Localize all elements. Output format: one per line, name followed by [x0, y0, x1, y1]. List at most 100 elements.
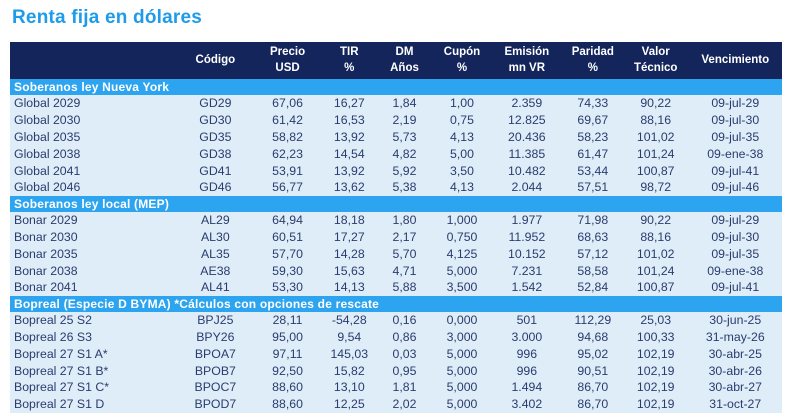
cell-paridad: 74,33 [562, 95, 623, 112]
cell-vencimiento: 30-jun-25 [688, 311, 782, 329]
cell-vencimiento: 09-ene-38 [688, 145, 782, 163]
cell-vencimiento: 09-jul-41 [688, 162, 782, 179]
cell-emision: 996 [490, 362, 563, 379]
cell-vencimiento: 30-abr-25 [688, 345, 782, 363]
column-header-valor: Valor Técnico [622, 42, 689, 79]
cell-dm: 5,38 [375, 178, 434, 196]
cell-valor: 98,72 [622, 178, 689, 196]
cell-emision: 11.952 [490, 228, 563, 246]
cell-paridad: 90,51 [562, 362, 623, 379]
cell-name: Bopreal 27 S1 A* [10, 345, 179, 363]
table-row: Bopreal 25 S2 BPJ25 28,11 -54,28 0,16 0,000 50… [10, 311, 782, 329]
cell-valor: 100,87 [622, 162, 689, 179]
column-header-precio: Precio USD [252, 42, 323, 79]
table-row: Global 2041 GD41 53,91 13,92 5,92 3,50 10.482 5… [10, 162, 782, 179]
cell-paridad: 57,12 [562, 245, 623, 263]
column-header-dm: DM Años [375, 42, 434, 79]
cell-codigo: BPOD7 [178, 395, 253, 413]
cell-emision: 10.482 [490, 162, 563, 179]
cell-emision: 20.436 [490, 128, 563, 146]
cell-valor: 100,87 [622, 278, 689, 296]
cell-name: Global 2038 [10, 145, 179, 163]
cell-name: Bopreal 27 S1 B* [10, 362, 179, 379]
cell-vencimiento: 09-jul-41 [688, 278, 782, 296]
cell-cupon: 5,00 [433, 145, 491, 163]
cell-tir: 12,25 [322, 395, 376, 413]
cell-dm: 0,86 [375, 328, 434, 346]
cell-cupon: 0,750 [433, 228, 491, 246]
cell-precio: 53,91 [252, 162, 323, 179]
cell-name: Global 2030 [10, 111, 179, 129]
cell-valor: 101,24 [622, 262, 689, 279]
cell-cupon: 4,13 [433, 128, 491, 146]
cell-codigo: BPJ25 [178, 311, 253, 329]
cell-valor: 88,16 [622, 228, 689, 246]
cell-tir: 13,92 [322, 128, 376, 146]
cell-cupon: 1,00 [433, 95, 491, 112]
cell-precio: 97,11 [252, 345, 323, 363]
cell-dm: 5,88 [375, 278, 434, 296]
cell-name: Bopreal 27 S1 C* [10, 378, 179, 396]
section-header-label: Soberanos ley local (MEP) [10, 195, 782, 212]
cell-emision: 2.359 [490, 95, 563, 112]
cell-vencimiento: 09-jul-29 [688, 95, 782, 112]
section-header-row: Soberanos ley Nueva York [10, 79, 782, 95]
column-header-paridad: Paridad% [562, 42, 623, 79]
cell-paridad: 58,58 [562, 262, 623, 279]
cell-cupon: 3,500 [433, 278, 491, 296]
cell-codigo: AL30 [178, 228, 253, 246]
cell-valor: 101,02 [622, 128, 689, 146]
cell-emision: 12.825 [490, 111, 563, 129]
cell-cupon: 4,13 [433, 178, 491, 196]
cell-tir: 16,27 [322, 95, 376, 112]
section-header-row: Bopreal (Especie D BYMA) *Cálculos con o… [10, 295, 782, 312]
cell-valor: 101,02 [622, 245, 689, 263]
cell-vencimiento: 09-jul-35 [688, 245, 782, 263]
cell-valor: 102,19 [622, 378, 689, 396]
cell-vencimiento: 09-jul-30 [688, 111, 782, 129]
cell-codigo: BPOB7 [178, 362, 253, 379]
table-row: Bopreal 27 S1 C* BPOC7 88,60 13,10 1,81 5,000… [10, 378, 782, 396]
cell-paridad: 86,70 [562, 395, 623, 413]
cell-valor: 100,33 [622, 328, 689, 346]
cell-precio: 56,77 [252, 178, 323, 196]
cell-precio: 64,94 [252, 211, 323, 229]
cell-name: Bonar 2029 [10, 211, 179, 229]
column-header-cupon: Cupón% [433, 42, 491, 79]
cell-vencimiento: 09-jul-30 [688, 228, 782, 246]
cell-precio: 92,50 [252, 362, 323, 379]
cell-emision: 10.152 [490, 245, 563, 263]
table-row: Bonar 2038 AE38 59,30 15,63 4,71 5,000 7.231 58… [10, 262, 782, 279]
table-row: Bopreal 27 S1 A* BPOA7 97,11 145,03 0,03 5,00… [10, 345, 782, 363]
cell-codigo: AL41 [178, 278, 253, 296]
table-row: Global 2029 GD29 67,06 16,27 1,84 1,00 2.359 74… [10, 95, 782, 112]
cell-paridad: 86,70 [562, 378, 623, 396]
cell-valor: 102,19 [622, 395, 689, 413]
cell-cupon: 4,125 [433, 245, 491, 263]
section-header-label: Bopreal (Especie D BYMA) *Cálculos con o… [10, 295, 782, 312]
cell-valor: 90,22 [622, 211, 689, 229]
table-row: Bonar 2030 AL30 60,51 17,27 2,17 0,750 11.952 6… [10, 228, 782, 246]
cell-codigo: BPY26 [178, 328, 253, 346]
cell-tir: 14,13 [322, 278, 376, 296]
cell-tir: 15,63 [322, 262, 376, 279]
cell-cupon: 5,000 [433, 395, 491, 413]
cell-cupon: 3,000 [433, 328, 491, 346]
cell-tir: 13,62 [322, 178, 376, 196]
cell-vencimiento: 09-ene-38 [688, 262, 782, 279]
cell-vencimiento: 31-oct-27 [688, 395, 782, 413]
cell-paridad: 68,63 [562, 228, 623, 246]
column-header-tir: TIR% [322, 42, 376, 79]
table-row: Bonar 2035 AL35 57,70 14,28 5,70 4,125 10.152 5… [10, 245, 782, 263]
cell-valor: 101,24 [622, 145, 689, 163]
cell-name: Global 2041 [10, 162, 179, 179]
table-row: Bonar 2041 AL41 53,30 14,13 5,88 3,500 1.542 52… [10, 278, 782, 296]
cell-precio: 61,42 [252, 111, 323, 129]
table-header: Código Precio USD TIR% DM Años Cupón% Emisión mn… [10, 42, 782, 79]
cell-valor: 90,22 [622, 95, 689, 112]
header-row: Código Precio USD TIR% DM Años Cupón% Emisión mn… [10, 42, 782, 79]
cell-dm: 2,19 [375, 111, 434, 129]
cell-codigo: AL35 [178, 245, 253, 263]
cell-codigo: GD46 [178, 178, 253, 196]
